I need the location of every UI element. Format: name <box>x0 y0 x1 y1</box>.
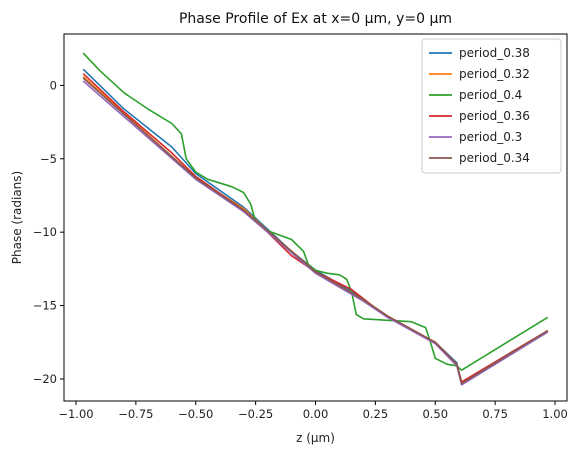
x-tick-label: −0.25 <box>238 407 273 421</box>
x-tick-label: −0.50 <box>178 407 213 421</box>
x-axis-label: z (µm) <box>296 431 335 445</box>
x-tick-label: −1.00 <box>58 407 93 421</box>
x-tick-label: 0.75 <box>482 407 508 421</box>
y-tick-label: −20 <box>33 372 57 386</box>
legend-label: period_0.4 <box>459 88 522 102</box>
y-tick-label: −5 <box>40 152 57 166</box>
y-axis-label: Phase (radians) <box>10 171 24 264</box>
x-axis: −1.00 −0.75 −0.50 −0.25 0.00 0.25 0.50 0.75 1.00 <box>58 401 568 421</box>
legend: period_0.38 period_0.32 period_0.4 period_0… <box>421 38 562 174</box>
series-line-period_0.4 <box>82 52 549 371</box>
x-tick-label: 0.50 <box>422 407 448 421</box>
legend-label: period_0.38 <box>459 46 530 60</box>
legend-label: period_0.36 <box>459 109 530 123</box>
chart-title: Phase Profile of Ex at x=0 µm, y=0 µm <box>179 11 452 27</box>
legend-label: period_0.32 <box>459 67 530 81</box>
x-tick-label: −0.75 <box>118 407 153 421</box>
legend-box <box>421 38 562 174</box>
series-line-period_0.34 <box>82 77 549 385</box>
y-axis: 0 −5 −10 −15 −20 <box>33 78 64 386</box>
y-tick-label: −10 <box>33 225 57 239</box>
x-tick-label: 0.25 <box>363 407 389 421</box>
legend-label: period_0.34 <box>459 151 530 165</box>
x-tick-label: 1.00 <box>542 407 568 421</box>
plot-lines <box>82 52 549 386</box>
legend-label: period_0.3 <box>459 130 522 144</box>
y-tick-label: −15 <box>33 299 57 313</box>
x-tick-label: 0.00 <box>303 407 329 421</box>
y-tick-label: 0 <box>50 78 57 92</box>
